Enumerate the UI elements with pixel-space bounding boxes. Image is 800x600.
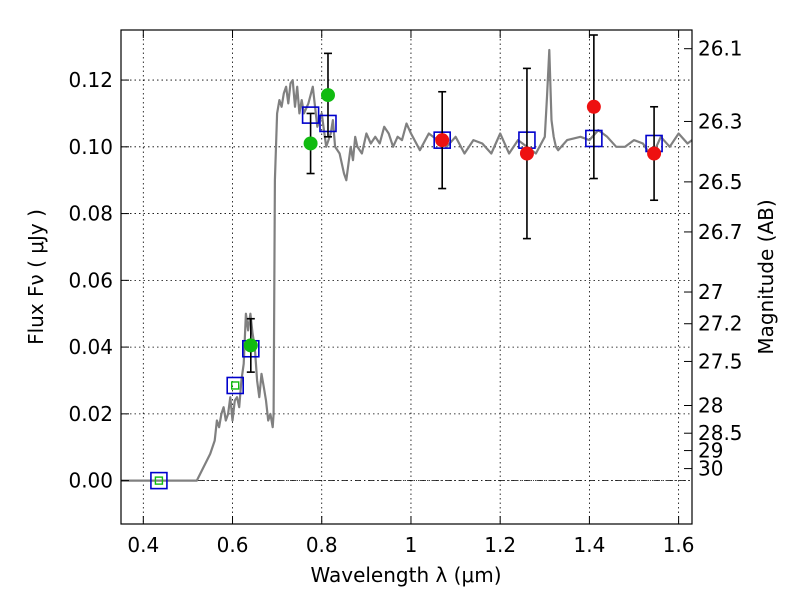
- spectrum-series: [121, 48, 693, 482]
- magnitude-tick-label: 28.5: [698, 421, 743, 445]
- x-tick-label: 0.8: [306, 533, 338, 557]
- acs-small-square: [154, 476, 164, 485]
- detection-point: [519, 146, 534, 161]
- magnitude-tick-label: 30: [698, 457, 723, 481]
- magnitude-tick-label: 27.5: [698, 349, 743, 373]
- detection-point: [586, 99, 601, 114]
- y-tick-label: 0.12: [68, 68, 113, 92]
- detections-series: [243, 88, 662, 353]
- detection-point: [303, 136, 318, 151]
- x-axis: 0.4 0.6 0.8 1 1.2 1.4 1.6: [127, 30, 695, 557]
- plot-frame: [120, 29, 693, 525]
- magnitude-tick-label: 26.1: [698, 37, 743, 61]
- y-tick-label: 0.02: [68, 402, 113, 426]
- y-tick-label: 0.04: [68, 335, 113, 359]
- magnitude-tick-label: 27.2: [698, 312, 743, 336]
- magnitude-tick-label: 29: [698, 439, 723, 463]
- detection-point: [320, 88, 335, 103]
- magnitude-tick-label: 26.5: [698, 170, 743, 194]
- error-bars: [246, 34, 659, 373]
- model-photometry-series: [150, 106, 663, 490]
- x-tick-label: 1.4: [573, 533, 605, 557]
- magnitude-tick-label: 27: [698, 280, 723, 304]
- magnitude-tick-label: 26.3: [698, 109, 743, 133]
- detection-point: [435, 133, 450, 148]
- magnitude-axis-label: Magnitude (AB): [754, 199, 778, 354]
- y-tick-label: 0.10: [68, 135, 113, 159]
- y-tick-label: 0.00: [68, 469, 113, 493]
- y-tick-label: 0.06: [68, 268, 113, 292]
- acs-small-square: [230, 381, 240, 390]
- detection-point: [243, 338, 258, 353]
- gridlines: [121, 30, 692, 524]
- detection-point: [647, 146, 662, 161]
- x-tick-label: 0.4: [127, 533, 159, 557]
- y-tick-label: 0.08: [68, 202, 113, 226]
- x-tick-label: 1.6: [663, 533, 695, 557]
- model-photometry-square: [150, 471, 168, 490]
- x-axis-label: Wavelength λ (μm): [310, 563, 501, 587]
- y-axis-label: Flux Fν ( μJy ): [24, 209, 48, 345]
- x-tick-label: 1: [405, 533, 418, 557]
- magnitude-tick-label: 26.7: [698, 220, 743, 244]
- y-axis: 0.00 0.02 0.04 0.06 0.08 0.10 0.12: [68, 68, 129, 493]
- x-tick-label: 0.6: [217, 533, 249, 557]
- spectrum-line: [121, 48, 693, 482]
- magnitude-tick-label: 28: [698, 394, 723, 418]
- model-photometry-square: [226, 376, 244, 395]
- x-tick-label: 1.2: [484, 533, 516, 557]
